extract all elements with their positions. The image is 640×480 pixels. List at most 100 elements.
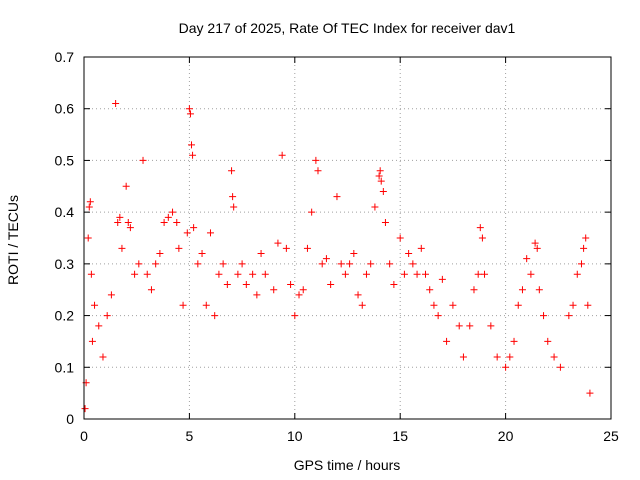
data-point xyxy=(417,244,425,252)
data-point xyxy=(179,301,187,309)
data-point xyxy=(371,203,379,211)
data-point xyxy=(544,337,552,345)
data-point xyxy=(476,224,484,232)
y-tick-label: 0 xyxy=(66,411,74,427)
data-point xyxy=(430,301,438,309)
data-point xyxy=(186,110,194,118)
data-point xyxy=(223,281,231,289)
data-point xyxy=(580,244,588,252)
x-tick-label: 15 xyxy=(392,428,408,444)
data-point xyxy=(573,270,581,278)
data-point xyxy=(474,270,482,278)
data-point xyxy=(377,177,385,185)
x-tick-label: 20 xyxy=(498,428,514,444)
data-point xyxy=(139,156,147,164)
data-point xyxy=(312,156,320,164)
data-point xyxy=(229,193,237,201)
data-point xyxy=(459,353,467,361)
y-tick-label: 0.6 xyxy=(55,101,75,117)
data-point xyxy=(85,203,93,211)
data-point xyxy=(386,260,394,268)
data-point xyxy=(230,203,238,211)
data-point xyxy=(510,337,518,345)
data-point xyxy=(350,250,358,258)
data-point xyxy=(535,286,543,294)
data-point xyxy=(421,270,429,278)
y-tick-label: 0.7 xyxy=(55,49,75,65)
data-point xyxy=(434,312,442,320)
data-point xyxy=(586,389,594,397)
data-point xyxy=(160,218,168,226)
data-point xyxy=(455,322,463,330)
ticks-layer: 0 5 10 15 20 25 0 0.1 0.2 0.3 0.4 0.5 0.6 0.7 xyxy=(55,49,619,444)
data-point xyxy=(126,224,134,232)
data-point xyxy=(346,260,354,268)
data-point xyxy=(122,182,130,190)
chart-title: Day 217 of 2025, Rate Of TEC Index for r… xyxy=(179,20,516,36)
data-point xyxy=(215,270,223,278)
data-point xyxy=(173,218,181,226)
data-point xyxy=(400,270,408,278)
data-point xyxy=(274,239,282,247)
data-point xyxy=(107,291,115,299)
data-point xyxy=(409,260,417,268)
data-point xyxy=(253,291,261,299)
y-tick-label: 0.4 xyxy=(55,204,75,220)
data-point xyxy=(565,312,573,320)
data-point xyxy=(540,312,548,320)
data-point xyxy=(103,312,111,320)
data-point xyxy=(261,270,269,278)
data-point xyxy=(234,270,242,278)
data-point xyxy=(449,301,457,309)
data-point xyxy=(375,172,383,180)
data-point xyxy=(381,218,389,226)
data-point xyxy=(202,301,210,309)
x-tick-label: 5 xyxy=(186,428,194,444)
data-point xyxy=(152,260,160,268)
data-point xyxy=(282,244,290,252)
data-point xyxy=(99,353,107,361)
data-point xyxy=(531,239,539,247)
data-point xyxy=(341,270,349,278)
data-point xyxy=(270,286,278,294)
data-point xyxy=(443,337,451,345)
data-point xyxy=(175,244,183,252)
data-point xyxy=(185,105,193,113)
data-point xyxy=(198,250,206,258)
data-point xyxy=(183,229,191,237)
data-point xyxy=(438,275,446,283)
data-point xyxy=(493,353,501,361)
data-point xyxy=(533,244,541,252)
data-point xyxy=(556,363,564,371)
data-point xyxy=(112,100,120,108)
data-point xyxy=(354,291,362,299)
data-point xyxy=(156,250,164,258)
data-point xyxy=(333,193,341,201)
data-point xyxy=(278,151,286,159)
data-point xyxy=(318,260,326,268)
plot-frame xyxy=(83,56,612,420)
x-tick-label: 0 xyxy=(80,428,88,444)
data-point xyxy=(295,291,303,299)
data-point xyxy=(84,234,92,242)
data-point xyxy=(147,286,155,294)
data-point xyxy=(242,281,250,289)
data-point xyxy=(426,286,434,294)
data-point xyxy=(249,270,257,278)
data-point xyxy=(523,255,531,263)
data-point xyxy=(481,270,489,278)
y-axis-title: ROTI / TECUs xyxy=(5,195,21,285)
data-point xyxy=(190,224,198,232)
data-point xyxy=(396,234,404,242)
data-point xyxy=(582,234,590,242)
data-point xyxy=(518,286,526,294)
data-point xyxy=(569,301,577,309)
data-point xyxy=(487,322,495,330)
data-point xyxy=(390,281,398,289)
data-point xyxy=(367,260,375,268)
data-point xyxy=(327,281,335,289)
data-point xyxy=(379,187,387,195)
data-point xyxy=(299,286,307,294)
grid-layer xyxy=(84,57,611,419)
data-point xyxy=(81,405,89,413)
